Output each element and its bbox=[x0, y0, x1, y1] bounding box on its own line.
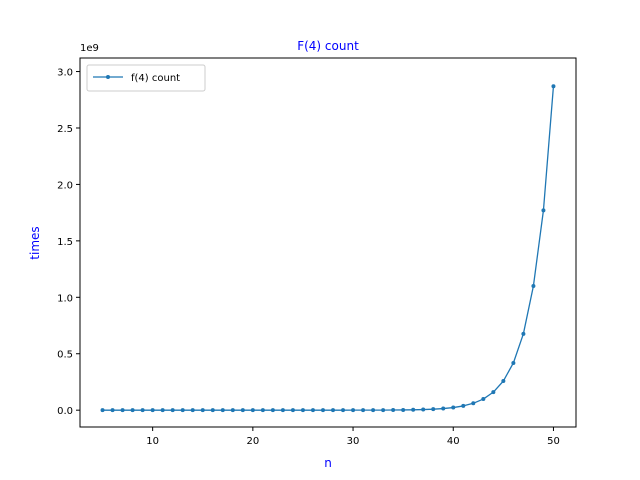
data-point bbox=[361, 408, 366, 413]
y-tick-label: 1.5 bbox=[57, 237, 73, 248]
data-point bbox=[341, 408, 346, 413]
data-point bbox=[220, 408, 225, 413]
x-tick-label: 30 bbox=[347, 436, 360, 447]
data-point bbox=[461, 403, 466, 408]
axes-frame bbox=[79, 57, 577, 428]
legend-label: f(4) count bbox=[131, 73, 180, 84]
x-axis: 10 20 30 40 50 bbox=[146, 427, 560, 447]
data-point bbox=[521, 331, 526, 336]
data-point bbox=[401, 407, 406, 412]
data-point bbox=[190, 408, 195, 413]
legend: f(4) count bbox=[86, 64, 206, 92]
y-tick-label: 0.0 bbox=[57, 406, 73, 417]
x-tick-label: 10 bbox=[146, 436, 159, 447]
data-point bbox=[260, 408, 265, 413]
data-point bbox=[200, 408, 205, 413]
y-tick-label: 2.5 bbox=[57, 124, 73, 135]
chart-title: F(4) count bbox=[297, 39, 359, 53]
x-tick-label: 20 bbox=[246, 436, 259, 447]
data-point bbox=[130, 408, 135, 413]
data-point bbox=[170, 408, 175, 413]
data-point bbox=[310, 408, 315, 413]
data-point bbox=[381, 408, 386, 413]
data-point bbox=[230, 408, 235, 413]
data-point bbox=[100, 408, 105, 413]
data-point bbox=[331, 408, 336, 413]
data-point bbox=[160, 408, 165, 413]
data-point bbox=[140, 408, 145, 413]
y-tick-label: 3.0 bbox=[57, 68, 73, 79]
data-point bbox=[421, 407, 426, 412]
data-point bbox=[150, 408, 155, 413]
data-point bbox=[451, 405, 456, 410]
data-point bbox=[501, 379, 506, 384]
data-point bbox=[411, 407, 416, 412]
y-axis: 0.0 0.5 1.0 1.5 2.0 2.5 3.0 bbox=[57, 68, 80, 417]
data-point bbox=[250, 408, 255, 413]
data-point bbox=[210, 408, 215, 413]
data-point bbox=[371, 408, 376, 413]
data-point bbox=[441, 406, 446, 411]
data-point bbox=[391, 408, 396, 413]
plot-area bbox=[100, 84, 556, 413]
data-point bbox=[531, 284, 536, 289]
legend-marker-swatch bbox=[106, 75, 110, 79]
data-point bbox=[551, 84, 556, 89]
data-point bbox=[541, 208, 546, 213]
data-point bbox=[491, 390, 496, 395]
series-line bbox=[102, 86, 555, 411]
y-tick-label: 1.0 bbox=[57, 293, 73, 304]
y-tick-label: 0.5 bbox=[57, 350, 73, 361]
data-point bbox=[351, 408, 356, 413]
data-point bbox=[270, 408, 275, 413]
data-point bbox=[290, 408, 295, 413]
x-tick-label: 50 bbox=[547, 436, 560, 447]
data-point bbox=[431, 407, 436, 412]
data-point bbox=[300, 408, 305, 413]
x-tick-label: 40 bbox=[447, 436, 460, 447]
y-axis-offset-label: 1e9 bbox=[80, 43, 99, 54]
data-point bbox=[320, 408, 325, 413]
data-point bbox=[240, 408, 245, 413]
data-point bbox=[120, 408, 125, 413]
data-point bbox=[471, 401, 476, 406]
data-point bbox=[110, 408, 115, 413]
data-point bbox=[481, 397, 486, 402]
data-point bbox=[280, 408, 285, 413]
x-axis-label: n bbox=[324, 456, 332, 470]
data-point bbox=[511, 360, 516, 365]
data-point bbox=[180, 408, 185, 413]
legend-box bbox=[86, 64, 206, 92]
y-axis-label: times bbox=[28, 226, 42, 259]
y-tick-label: 2.0 bbox=[57, 180, 73, 191]
